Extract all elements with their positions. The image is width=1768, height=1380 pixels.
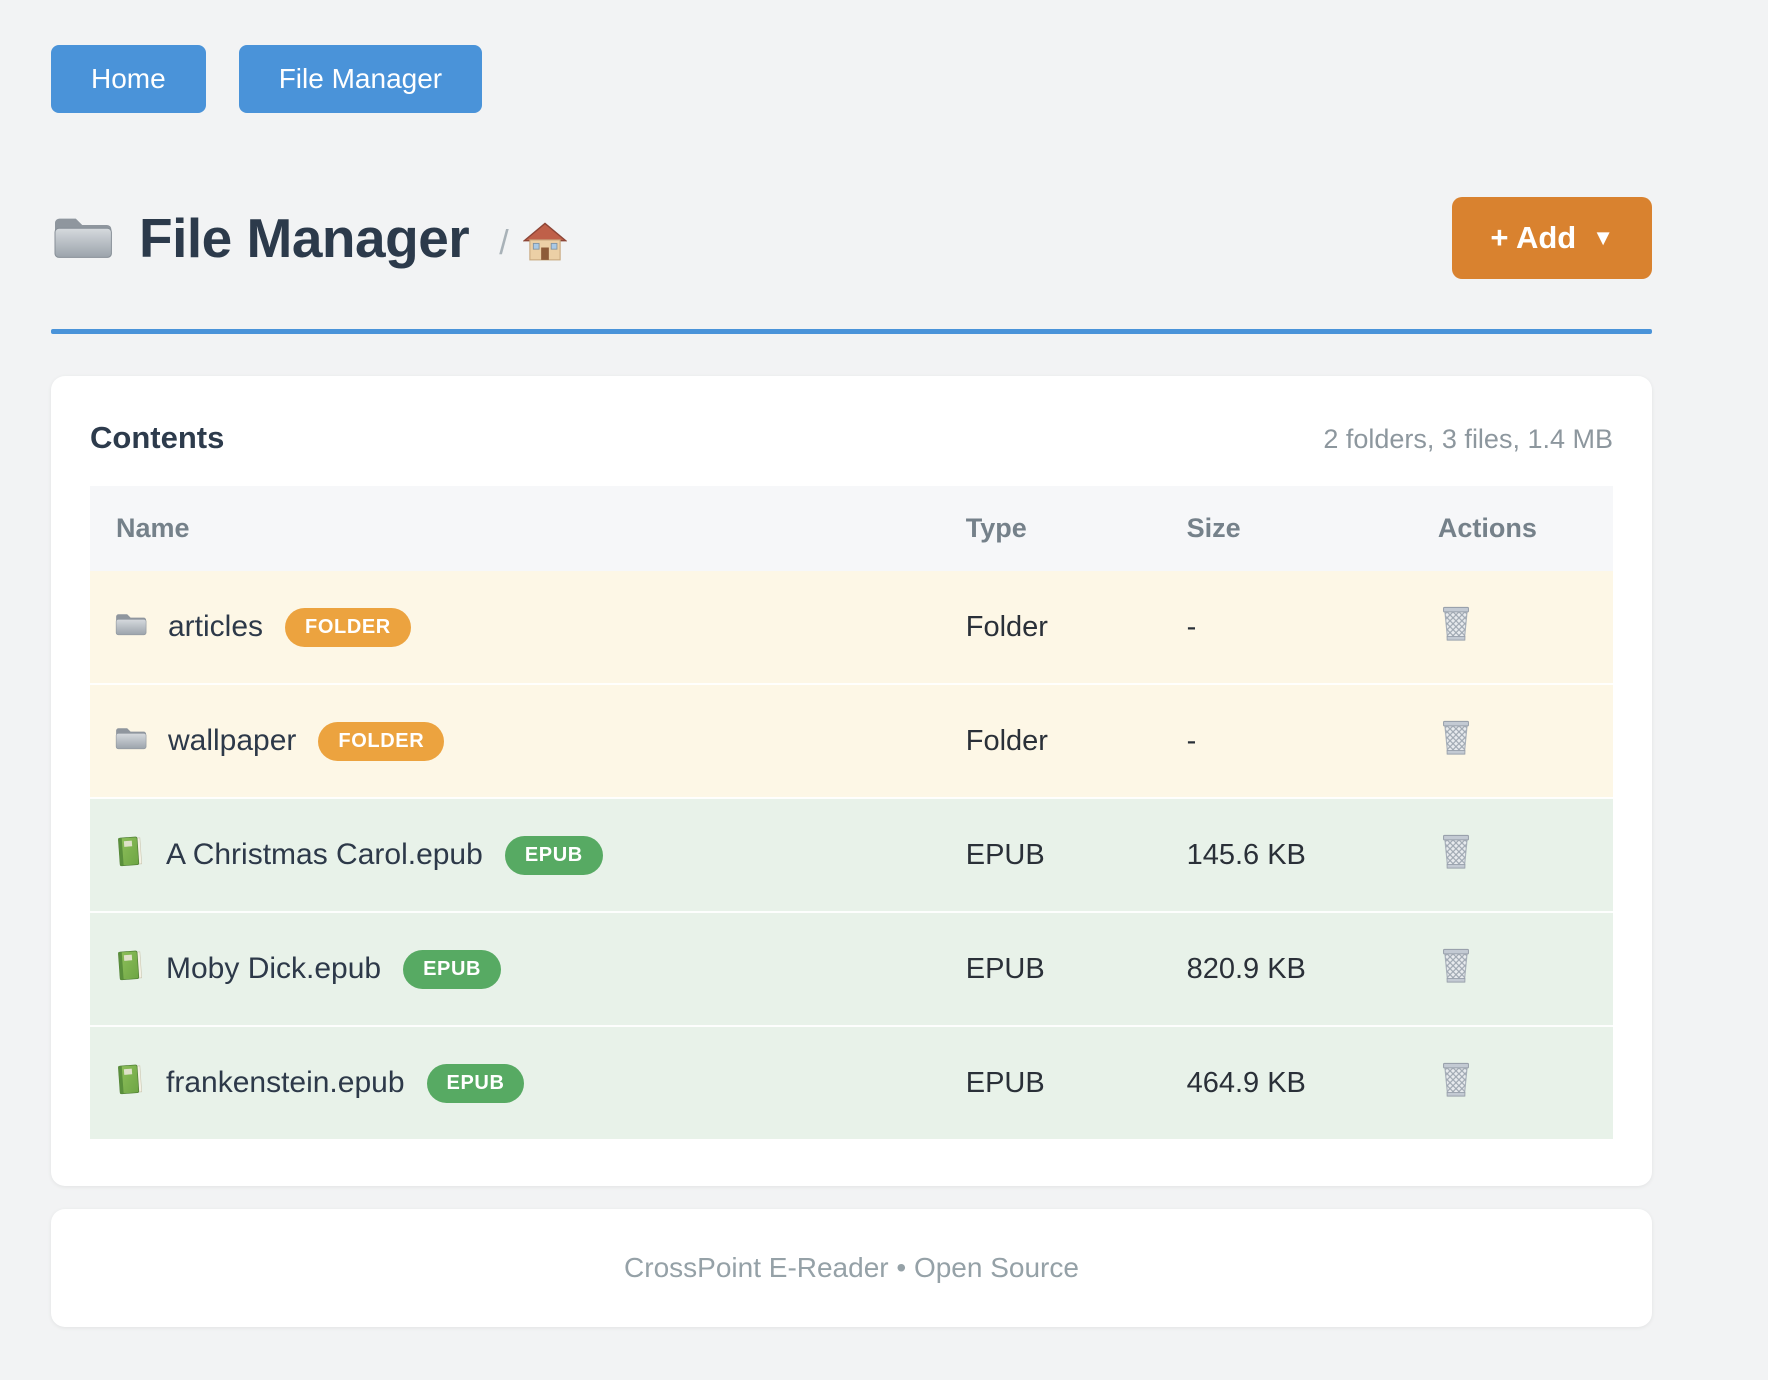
- trash-icon: [1442, 948, 1469, 983]
- epub-badge: EPUB: [426, 1063, 525, 1103]
- contents-card: Contents 2 folders, 3 files, 1.4 MB Name…: [51, 376, 1652, 1186]
- title-bar: File Manager / + Add ▼: [51, 197, 1652, 279]
- contents-card-header: Contents 2 folders, 3 files, 1.4 MB: [90, 420, 1613, 456]
- entry-name-link[interactable]: A Christmas Carol.epub: [166, 838, 483, 871]
- table-header-row: Name Type Size Actions: [90, 486, 1613, 571]
- entry-type: Folder: [965, 724, 1048, 757]
- entry-size: 820.9 KB: [1186, 952, 1306, 985]
- book-icon: [114, 948, 146, 990]
- entry-size: 145.6 KB: [1186, 838, 1306, 871]
- entry-name-link[interactable]: wallpaper: [168, 724, 297, 757]
- folder-icon: [51, 209, 115, 268]
- table-row: frankenstein.epub EPUB EPUB 464.9 KB: [90, 1026, 1613, 1139]
- contents-heading: Contents: [90, 420, 225, 455]
- table-row: articles FOLDER Folder -: [90, 571, 1613, 684]
- page: Home File Manager File Manager /: [51, 0, 1652, 1327]
- book-icon: [114, 1062, 146, 1104]
- delete-button[interactable]: [1438, 717, 1474, 757]
- entry-name-link[interactable]: articles: [168, 610, 264, 643]
- column-header-actions: Actions: [1437, 486, 1613, 571]
- book-icon: [114, 834, 146, 876]
- entry-type: EPUB: [965, 952, 1045, 985]
- contents-table: Name Type Size Actions: [90, 486, 1613, 1139]
- entry-name-link[interactable]: frankenstein.epub: [166, 1066, 405, 1099]
- page-title: File Manager: [139, 207, 470, 269]
- folder-badge: FOLDER: [318, 721, 445, 761]
- home-icon[interactable]: [522, 221, 568, 268]
- entry-type: EPUB: [965, 1066, 1045, 1099]
- column-header-type: Type: [965, 486, 1187, 571]
- table-row: A Christmas Carol.epub EPUB EPUB 145.6 K…: [90, 798, 1613, 912]
- file-manager-button[interactable]: File Manager: [238, 45, 483, 113]
- trash-icon: [1442, 606, 1469, 641]
- accent-divider: [51, 329, 1652, 334]
- footer-text: CrossPoint E-Reader • Open Source: [624, 1252, 1079, 1283]
- entry-type: Folder: [965, 610, 1048, 643]
- trash-icon: [1442, 1062, 1469, 1097]
- column-header-name: Name: [90, 486, 966, 571]
- epub-badge: EPUB: [403, 949, 502, 989]
- breadcrumb-separator: /: [499, 223, 509, 262]
- epub-badge: EPUB: [504, 835, 603, 875]
- home-button[interactable]: Home: [51, 45, 206, 113]
- entry-name-link[interactable]: Moby Dick.epub: [166, 952, 382, 985]
- entry-size: -: [1186, 724, 1197, 757]
- top-nav: Home File Manager: [51, 45, 1652, 113]
- entry-size: 464.9 KB: [1186, 1066, 1306, 1099]
- page-title-group: File Manager /: [51, 206, 568, 270]
- column-header-size: Size: [1186, 486, 1438, 571]
- contents-summary: 2 folders, 3 files, 1.4 MB: [1323, 424, 1613, 454]
- footer-card: CrossPoint E-Reader • Open Source: [51, 1209, 1652, 1327]
- delete-button[interactable]: [1438, 603, 1474, 643]
- table-row: Moby Dick.epub EPUB EPUB 820.9 KB: [90, 912, 1613, 1026]
- trash-icon: [1442, 834, 1469, 869]
- delete-button[interactable]: [1438, 945, 1474, 985]
- folder-icon: [114, 609, 148, 646]
- trash-icon: [1442, 720, 1469, 755]
- folder-icon: [114, 723, 148, 760]
- table-row: wallpaper FOLDER Folder -: [90, 684, 1613, 798]
- chevron-down-icon: ▼: [1592, 225, 1614, 250]
- entry-size: -: [1186, 610, 1197, 643]
- add-button[interactable]: + Add ▼: [1452, 197, 1652, 279]
- entry-type: EPUB: [965, 838, 1045, 871]
- folder-badge: FOLDER: [285, 607, 411, 647]
- add-button-label: + Add: [1490, 220, 1577, 255]
- delete-button[interactable]: [1438, 831, 1474, 871]
- delete-button[interactable]: [1438, 1059, 1474, 1099]
